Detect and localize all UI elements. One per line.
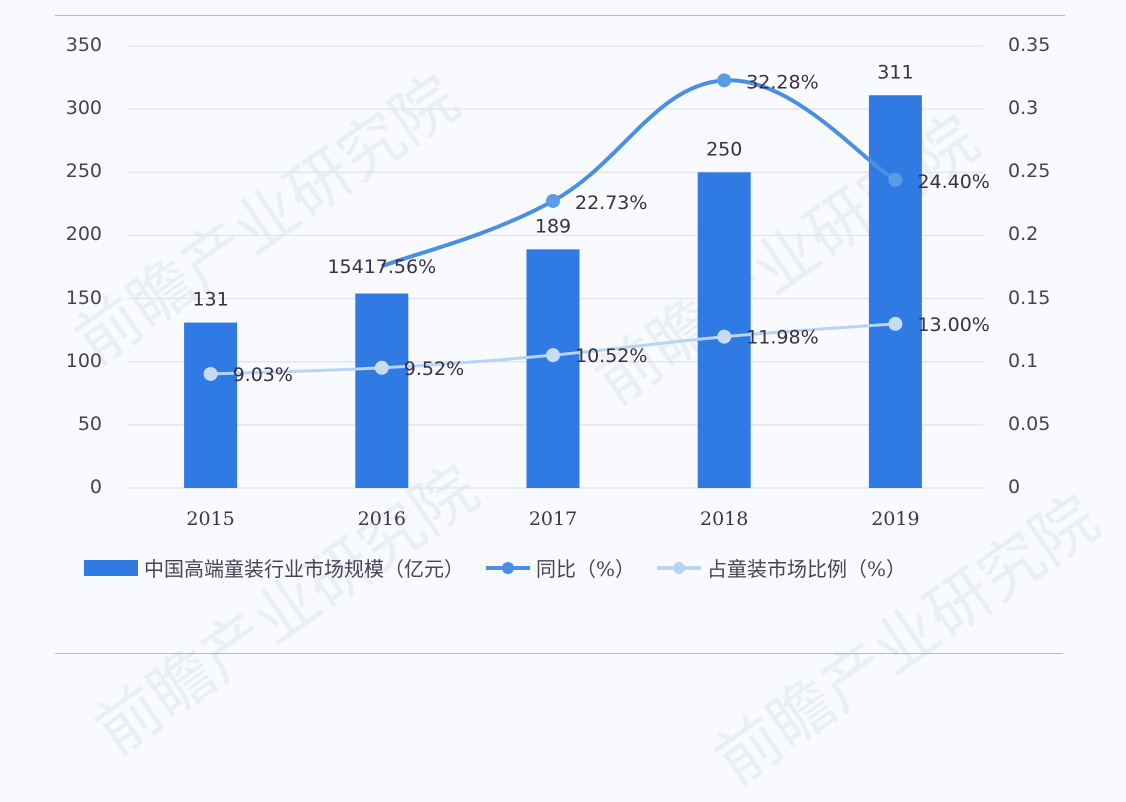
right-axis-tick: 0.05 [1008,412,1051,435]
left-axis-tick: 200 [65,223,102,246]
yoy-line [381,78,897,269]
right-axis-tick: 0.2 [1008,223,1039,246]
yoy-point[interactable] [888,172,903,187]
data-label: 15417.56% [327,256,436,278]
data-label: 10.52% [575,345,647,367]
legend-item-yoy[interactable]: 同比（%） [486,553,635,582]
line-marker-icon [657,561,702,574]
data-label: 9.03% [233,364,293,386]
data-label: 131 [192,289,228,311]
data-label: 13.00% [917,314,989,336]
x-axis-tick: 2018 [700,508,749,530]
legend-label: 中国高端童装行业市场规模（亿元） [144,557,464,581]
data-label: 32.28% [746,71,818,93]
legend-label: 同比（%） [536,557,636,581]
x-axis-tick: 2017 [528,508,578,530]
chart-legend: 中国高端童装行业市场规模（亿元） 同比（%） 占童装市场比例（%） [84,553,928,582]
yoy-point[interactable] [717,73,732,88]
share-point[interactable] [374,360,389,375]
right-axis-tick: 0.35 [1008,34,1051,56]
share-point[interactable] [546,348,560,363]
yoy-point[interactable] [546,193,560,208]
top-border [55,15,1065,16]
share-point[interactable] [203,366,218,381]
line-marker-icon [486,561,530,574]
share-point[interactable] [717,329,732,344]
data-label: 250 [706,138,742,160]
data-label: 11.98% [746,327,818,349]
left-axis-tick: 150 [65,286,102,309]
bar[interactable] [184,322,238,488]
chart-plot-area: 131 189 250 311 9.03% 9.52% 10.52% 11.98% 13.00%… [127,45,990,489]
right-axis-tick: 0.3 [1008,97,1039,120]
data-label: 311 [877,61,913,83]
legend-item-market-size[interactable]: 中国高端童装行业市场规模（亿元） [84,553,464,582]
left-axis-tick: 0 [89,476,102,498]
x-axis-tick: 2016 [357,508,406,530]
bar[interactable] [355,293,409,488]
left-axis-tick: 300 [65,97,102,120]
data-label: 22.73% [575,192,647,214]
x-axis-tick: 2015 [186,508,235,530]
right-axis-tick: 0.15 [1008,286,1051,309]
left-axis-tick: 50 [77,412,102,435]
bottom-border [55,653,1063,654]
left-axis-tick: 350 [65,34,102,56]
x-axis-tick: 2019 [871,508,920,530]
bar[interactable] [868,95,922,488]
legend-item-share[interactable]: 占童装市场比例（%） [657,553,906,582]
bar[interactable] [526,249,580,488]
right-axis-tick: 0.25 [1008,160,1051,183]
left-axis-tick: 100 [65,349,102,372]
data-label: 9.52% [404,358,464,380]
bar-swatch-icon [84,559,138,576]
right-axis-tick: 0.1 [1008,349,1039,372]
right-axis-tick: 0 [1008,476,1021,498]
left-axis-tick: 250 [65,160,102,183]
data-label: 24.40% [917,171,989,193]
data-label: 189 [535,215,571,237]
share-point[interactable] [888,316,903,331]
legend-label: 占童装市场比例（%） [707,557,907,581]
